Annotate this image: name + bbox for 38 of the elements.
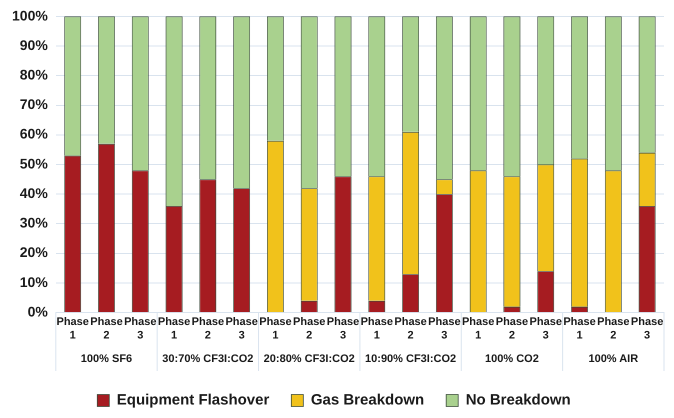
x-tick-label: Phase 2 bbox=[496, 316, 528, 342]
text: 100% SF6 bbox=[80, 353, 132, 366]
y-tick-label: 10% bbox=[20, 274, 48, 290]
x-tick-label: Phase 1 bbox=[462, 316, 494, 342]
text: 100% CO2 bbox=[485, 353, 539, 366]
x-tick-label: Phase 2 bbox=[192, 316, 224, 342]
text: 20:80% CF3I:CO2 bbox=[264, 353, 355, 366]
x-tick-label: Phase 2 bbox=[597, 316, 630, 342]
text: 100% AIR bbox=[588, 353, 638, 366]
y-tick-label: 30% bbox=[20, 214, 48, 231]
x-tick-label: Phase 3 bbox=[630, 316, 664, 342]
x-tick-label: Phase 2 bbox=[394, 316, 427, 342]
text: 30:70% CF3I:CO2 bbox=[162, 353, 254, 366]
x-tick-label: Phase 1 bbox=[563, 316, 596, 342]
legend-label: Equipment Flashover bbox=[116, 392, 270, 409]
legend-label: No Breakdown bbox=[466, 392, 571, 409]
x-tick-label: Phase 1 bbox=[158, 316, 190, 342]
x-tick-label: Phase 1 bbox=[56, 316, 89, 342]
x-tick-label: Phase 2 bbox=[90, 316, 123, 342]
y-tick-label: 0% bbox=[28, 303, 48, 320]
x-tick-label: Phase 1 bbox=[259, 316, 292, 342]
y-tick-label: 80% bbox=[20, 66, 48, 82]
y-tick-label: 70% bbox=[20, 96, 48, 112]
x-tick-label: Phase 3 bbox=[124, 316, 156, 342]
y-tick-label: 90% bbox=[20, 36, 48, 53]
y-tick-label: 40% bbox=[20, 184, 48, 201]
y-tick-label: 100% bbox=[12, 7, 48, 24]
x-tick-label: Phase 3 bbox=[428, 316, 461, 342]
y-tick-label: 50% bbox=[20, 155, 48, 172]
y-tick-label: 20% bbox=[20, 244, 48, 260]
x-tick-label: Phase 3 bbox=[530, 316, 562, 342]
x-tick-label: Phase 1 bbox=[360, 316, 394, 342]
x-tick-label: Phase 3 bbox=[225, 316, 258, 342]
legend-label: Gas Breakdown bbox=[310, 392, 424, 409]
text: 10:90% CF3I:CO2 bbox=[365, 353, 456, 366]
x-tick-label: Phase 3 bbox=[326, 316, 360, 342]
x-tick-label: Phase 2 bbox=[293, 316, 326, 342]
y-tick-label: 60% bbox=[20, 126, 48, 142]
